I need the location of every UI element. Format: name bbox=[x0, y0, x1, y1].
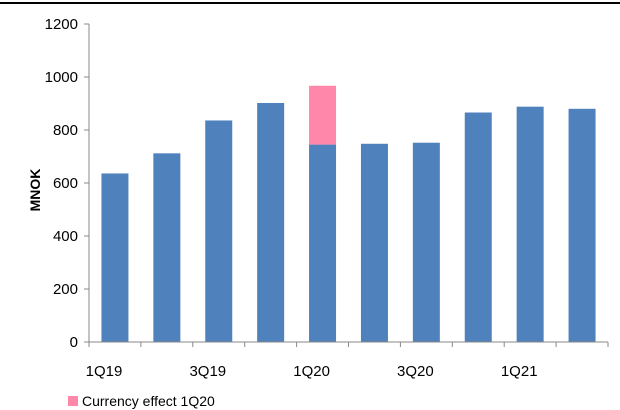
top-border-rule bbox=[0, 2, 620, 4]
x-tick-label: 3Q20 bbox=[397, 363, 434, 380]
bar-2Q21 bbox=[568, 108, 596, 342]
y-tick-label: 200 bbox=[53, 281, 78, 298]
x-tick-label: 1Q19 bbox=[86, 363, 123, 380]
bars bbox=[101, 85, 596, 343]
bar-currency-effect-1Q20 bbox=[309, 85, 337, 145]
legend-swatch bbox=[68, 396, 78, 406]
bar-4Q20 bbox=[464, 112, 492, 342]
y-tick-label: 400 bbox=[53, 228, 78, 245]
bar-1Q20 bbox=[309, 144, 337, 342]
y-tick-label: 600 bbox=[53, 175, 78, 192]
x-tick-label: 1Q21 bbox=[501, 363, 538, 380]
y-tick-label: 800 bbox=[53, 122, 78, 139]
bar-3Q20 bbox=[412, 142, 440, 342]
y-axis-label: MNOK bbox=[27, 169, 43, 212]
bar-2Q20 bbox=[360, 143, 388, 342]
y-tick-label: 0 bbox=[70, 334, 78, 351]
y-tick-label: 1200 bbox=[45, 16, 78, 33]
bar-2Q19 bbox=[153, 153, 181, 342]
bar-3Q19 bbox=[205, 120, 233, 343]
bar-1Q21 bbox=[516, 106, 544, 343]
y-axis-ticks: 0 200 400 600 800 1000 1200 bbox=[45, 16, 89, 351]
legend-label: Currency effect 1Q20 bbox=[82, 393, 215, 409]
x-tick-label: 1Q20 bbox=[293, 363, 330, 380]
legend: Currency effect 1Q20 bbox=[68, 393, 215, 409]
bar-4Q19 bbox=[257, 102, 285, 342]
x-axis-ticks: 1Q19 3Q19 1Q20 3Q20 1Q21 bbox=[86, 342, 609, 380]
y-tick-label: 1000 bbox=[45, 69, 78, 86]
x-tick-label: 3Q19 bbox=[189, 363, 226, 380]
bar-1Q19 bbox=[101, 173, 129, 342]
